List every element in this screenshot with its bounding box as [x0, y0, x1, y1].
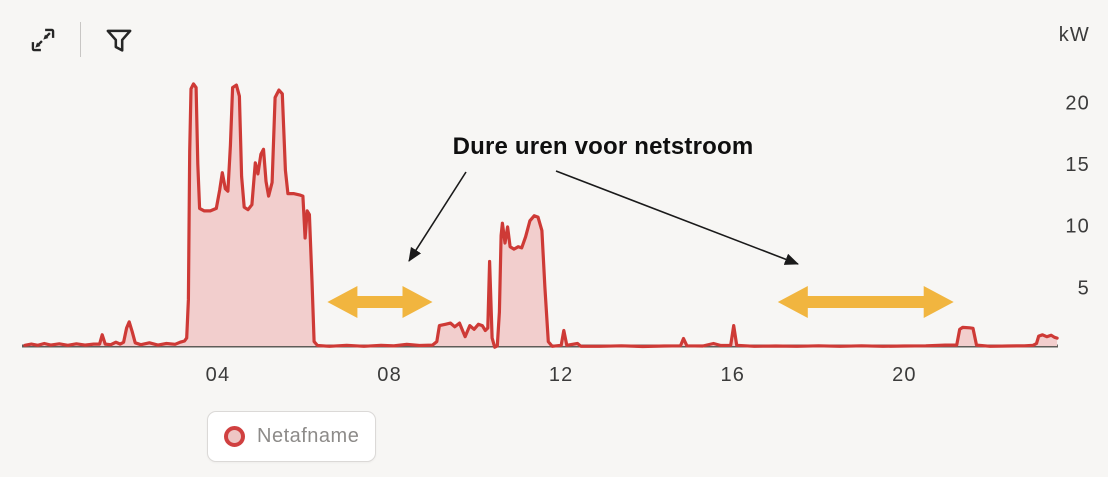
filter-icon[interactable]: [102, 24, 136, 58]
x-tick-label: 16: [720, 364, 745, 386]
annotation-arrow: [408, 171, 467, 262]
cheap-hours-arrow: [327, 286, 433, 318]
visual-toolbar: [0, 0, 300, 70]
annotation-text: Dure uren voor netstroom: [452, 133, 754, 160]
cheap-hours-arrow: [777, 286, 954, 318]
toolbar-divider: [80, 22, 81, 57]
netafname-area: [24, 83, 1058, 348]
x-tick-label: 08: [377, 364, 402, 386]
x-tick-label: 12: [549, 364, 574, 386]
annotation-arrow: [555, 170, 799, 265]
y-tick-label: 15: [1065, 154, 1090, 176]
inward-arrowhead-2: [35, 42, 41, 48]
x-tick-label: 04: [206, 364, 231, 386]
inward-arrowhead-1: [43, 34, 49, 40]
netafname-line: [23, 82, 1059, 349]
focus-mode-icon[interactable]: [26, 23, 60, 57]
netafname-marker-icon: [224, 426, 245, 447]
legend-label: Netafname: [257, 425, 360, 447]
y-tick-label: 20: [1065, 92, 1090, 114]
bracket-top-right: [45, 28, 55, 38]
legend-netafname[interactable]: Netafname: [207, 411, 376, 462]
x-tick-label: 20: [892, 364, 917, 386]
y-axis-unit: kW: [1059, 24, 1090, 46]
y-tick-label: 10: [1065, 216, 1090, 238]
funnel-glyph: [106, 29, 132, 52]
bracket-bottom-left: [31, 42, 41, 52]
y-tick-label: 5: [1078, 277, 1090, 299]
